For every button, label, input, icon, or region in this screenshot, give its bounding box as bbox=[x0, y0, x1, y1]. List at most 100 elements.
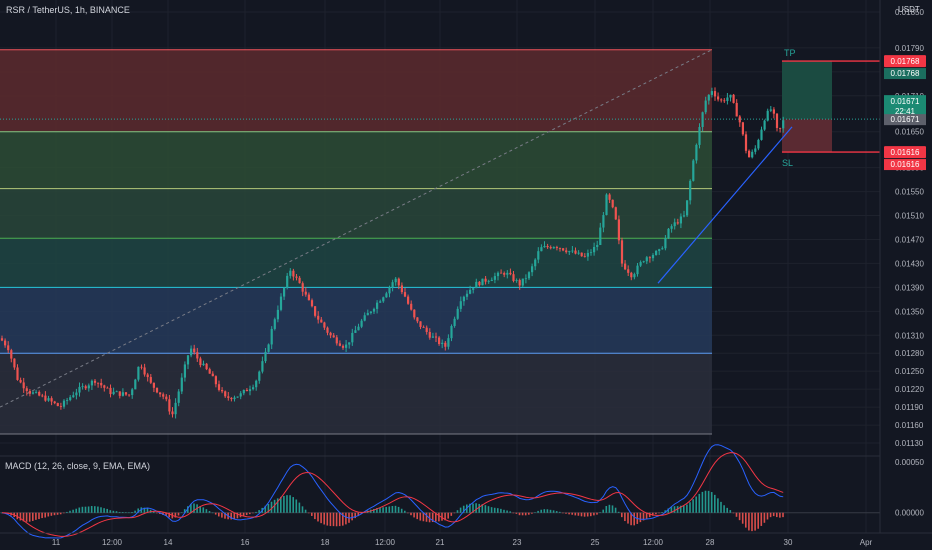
macd-histogram-bar bbox=[664, 510, 666, 513]
macd-histogram-bar bbox=[273, 499, 276, 513]
candle-body bbox=[521, 278, 524, 286]
candle-body bbox=[320, 319, 323, 323]
candle-body bbox=[369, 311, 372, 313]
candle-body bbox=[707, 94, 710, 101]
candle-body bbox=[236, 396, 239, 398]
macd-histogram-bar bbox=[404, 510, 406, 513]
candle-body bbox=[667, 228, 670, 239]
macd-histogram-bar bbox=[193, 503, 195, 513]
macd-histogram-bar bbox=[66, 511, 68, 513]
candle-body bbox=[47, 398, 50, 401]
macd-histogram-bar bbox=[543, 509, 546, 513]
candle-body bbox=[199, 358, 202, 366]
macd-histogram-bar bbox=[462, 505, 465, 513]
fib-band bbox=[0, 238, 712, 288]
candle-body bbox=[465, 293, 469, 297]
candle-body bbox=[121, 392, 124, 396]
candle-body bbox=[639, 262, 642, 266]
macd-histogram-bar bbox=[577, 512, 580, 516]
macd-histogram-bar bbox=[754, 512, 756, 531]
macd-histogram-bar bbox=[593, 512, 595, 516]
macd-histogram-bar bbox=[286, 495, 288, 513]
candle-body bbox=[289, 270, 292, 276]
macd-histogram-bar bbox=[41, 512, 43, 519]
macd-tick-label: 0.00000 bbox=[895, 509, 924, 518]
candle-body bbox=[438, 337, 441, 344]
candle-body bbox=[779, 127, 782, 129]
macd-histogram-bar bbox=[695, 496, 697, 513]
candle-body bbox=[459, 301, 462, 309]
macd-histogram-bar bbox=[47, 512, 50, 517]
price-tick-label: 0.01350 bbox=[895, 307, 924, 316]
candle-body bbox=[565, 250, 568, 253]
candle-body bbox=[252, 387, 255, 390]
long-position-tool: TP SL bbox=[0, 48, 880, 284]
candle-body bbox=[131, 389, 134, 396]
macd-histogram-bar bbox=[605, 506, 608, 513]
time-tick-label: 16 bbox=[241, 538, 250, 547]
candle-body bbox=[512, 274, 515, 281]
macd-histogram-bar bbox=[329, 512, 332, 527]
macd-histogram-bar bbox=[469, 503, 471, 513]
candle-body bbox=[586, 252, 589, 257]
candle-body bbox=[345, 344, 348, 348]
candle-body bbox=[500, 272, 503, 274]
candle-body bbox=[775, 113, 779, 128]
price-tick-label: 0.01850 bbox=[895, 8, 924, 17]
candle-body bbox=[360, 320, 363, 327]
macd-histogram-bar bbox=[276, 498, 279, 513]
macd-histogram-bar bbox=[211, 512, 214, 514]
candle-body bbox=[332, 335, 335, 338]
macd-histogram-bar bbox=[534, 512, 536, 513]
candle-body bbox=[112, 391, 115, 395]
macd-histogram-bar bbox=[242, 512, 245, 516]
macd-histogram-bar bbox=[44, 512, 46, 518]
candle-body bbox=[617, 219, 620, 241]
macd-histogram-bar bbox=[230, 512, 232, 520]
macd-histogram-bar bbox=[307, 512, 310, 514]
macd-histogram-bar bbox=[537, 510, 539, 513]
macd-histogram-bar bbox=[35, 512, 37, 520]
macd-histogram-bar bbox=[199, 506, 201, 513]
macd-histogram-bar bbox=[779, 512, 781, 518]
candle-body bbox=[323, 322, 326, 328]
macd-histogram-bar bbox=[608, 504, 611, 513]
time-tick-label: Apr bbox=[860, 538, 873, 547]
macd-histogram-bar bbox=[481, 504, 484, 513]
candle-body bbox=[434, 336, 438, 338]
candle-body bbox=[726, 97, 729, 101]
macd-histogram-bar bbox=[100, 507, 102, 513]
candle-body bbox=[713, 91, 717, 97]
candle-body bbox=[695, 144, 698, 161]
candle-body bbox=[75, 392, 78, 396]
candle-body bbox=[248, 389, 252, 392]
macd-histogram-bar bbox=[351, 512, 353, 521]
macd-histogram-bar bbox=[131, 512, 133, 513]
macd-histogram-bar bbox=[456, 510, 459, 513]
macd-histogram-bar bbox=[87, 506, 90, 513]
macd-histogram-bar bbox=[295, 499, 298, 513]
macd-histogram-bar bbox=[422, 512, 425, 522]
candle-body bbox=[239, 393, 242, 397]
macd-histogram-bar bbox=[354, 512, 356, 519]
candle-body bbox=[174, 402, 177, 415]
candle-body bbox=[22, 382, 25, 389]
candle-body bbox=[69, 397, 72, 401]
tp-price-tag: 0.01768 bbox=[891, 69, 920, 78]
candle-body bbox=[50, 398, 53, 402]
macd-histogram-bar bbox=[524, 512, 527, 516]
candle-body bbox=[534, 259, 537, 267]
macd-histogram-bar bbox=[652, 512, 654, 516]
macd-histogram-bar bbox=[782, 512, 784, 518]
macd-histogram-bar bbox=[326, 512, 329, 526]
candle-body bbox=[648, 257, 651, 259]
candle-body bbox=[478, 281, 481, 286]
macd-histogram-bar bbox=[208, 511, 211, 513]
trend-line bbox=[657, 126, 793, 284]
macd-histogram-bar bbox=[459, 507, 462, 513]
candle-body bbox=[531, 266, 534, 273]
candle-body bbox=[19, 379, 22, 383]
candle-body bbox=[410, 303, 413, 310]
candle-body bbox=[292, 270, 295, 277]
